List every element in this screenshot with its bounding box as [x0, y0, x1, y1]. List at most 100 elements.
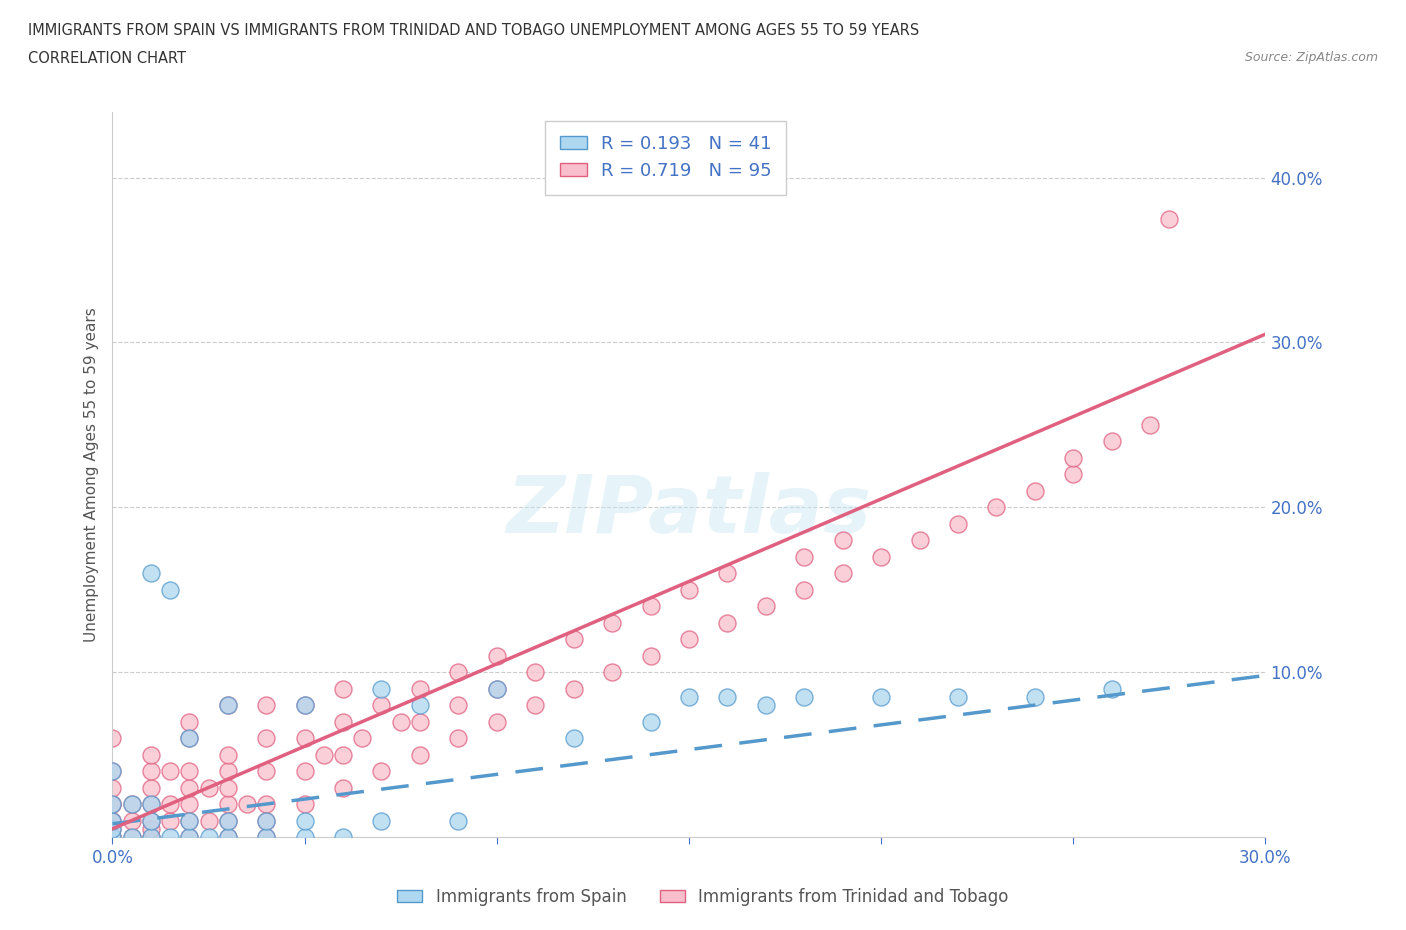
Point	[139, 764, 162, 778]
Text: IMMIGRANTS FROM SPAIN VS IMMIGRANTS FROM TRINIDAD AND TOBAGO UNEMPLOYMENT AMONG : IMMIGRANTS FROM SPAIN VS IMMIGRANTS FROM…	[28, 23, 920, 38]
Point	[179, 830, 201, 844]
Point	[217, 698, 239, 712]
Point	[793, 689, 815, 704]
Point	[294, 698, 316, 712]
Text: CORRELATION CHART: CORRELATION CHART	[28, 51, 186, 66]
Legend: Immigrants from Spain, Immigrants from Trinidad and Tobago: Immigrants from Spain, Immigrants from T…	[391, 881, 1015, 912]
Point	[101, 797, 124, 812]
Point	[159, 582, 181, 597]
Point	[101, 764, 124, 778]
Point	[370, 813, 392, 828]
Point	[447, 813, 470, 828]
Point	[121, 813, 143, 828]
Point	[524, 665, 547, 680]
Point	[101, 780, 124, 795]
Point	[640, 714, 662, 729]
Point	[908, 533, 931, 548]
Point	[101, 821, 124, 836]
Point	[197, 780, 219, 795]
Point	[159, 813, 181, 828]
Point	[447, 731, 470, 746]
Point	[946, 689, 969, 704]
Point	[1024, 689, 1046, 704]
Point	[179, 813, 201, 828]
Point	[254, 764, 277, 778]
Point	[332, 830, 354, 844]
Point	[179, 731, 201, 746]
Point	[217, 747, 239, 762]
Point	[831, 533, 853, 548]
Point	[121, 797, 143, 812]
Point	[121, 797, 143, 812]
Point	[217, 830, 239, 844]
Point	[1024, 484, 1046, 498]
Point	[217, 813, 239, 828]
Point	[332, 780, 354, 795]
Point	[197, 813, 219, 828]
Point	[179, 764, 201, 778]
Point	[179, 780, 201, 795]
Point	[101, 813, 124, 828]
Point	[139, 830, 162, 844]
Point	[332, 747, 354, 762]
Point	[1062, 467, 1084, 482]
Point	[197, 830, 219, 844]
Point	[139, 813, 162, 828]
Point	[332, 714, 354, 729]
Point	[101, 813, 124, 828]
Point	[485, 681, 508, 696]
Point	[524, 698, 547, 712]
Point	[1159, 211, 1181, 226]
Point	[217, 698, 239, 712]
Point	[139, 813, 162, 828]
Point	[562, 681, 585, 696]
Point	[1101, 681, 1123, 696]
Point	[600, 616, 623, 631]
Legend: R = 0.193   N = 41, R = 0.719   N = 95: R = 0.193 N = 41, R = 0.719 N = 95	[546, 121, 786, 194]
Point	[139, 565, 162, 580]
Point	[254, 698, 277, 712]
Point	[217, 764, 239, 778]
Point	[217, 780, 239, 795]
Point	[409, 681, 432, 696]
Y-axis label: Unemployment Among Ages 55 to 59 years: Unemployment Among Ages 55 to 59 years	[83, 307, 98, 642]
Point	[159, 764, 181, 778]
Point	[101, 821, 124, 836]
Point	[217, 830, 239, 844]
Text: Source: ZipAtlas.com: Source: ZipAtlas.com	[1244, 51, 1378, 64]
Point	[217, 813, 239, 828]
Point	[254, 813, 277, 828]
Point	[312, 747, 335, 762]
Point	[716, 689, 738, 704]
Point	[101, 764, 124, 778]
Point	[294, 764, 316, 778]
Point	[870, 550, 893, 565]
Point	[370, 764, 392, 778]
Point	[101, 830, 124, 844]
Point	[101, 797, 124, 812]
Point	[294, 731, 316, 746]
Point	[678, 689, 700, 704]
Point	[946, 516, 969, 531]
Point	[755, 698, 778, 712]
Point	[139, 821, 162, 836]
Point	[447, 698, 470, 712]
Point	[870, 689, 893, 704]
Point	[640, 648, 662, 663]
Point	[678, 582, 700, 597]
Point	[236, 797, 259, 812]
Point	[600, 665, 623, 680]
Point	[640, 599, 662, 614]
Point	[101, 797, 124, 812]
Point	[254, 830, 277, 844]
Point	[793, 582, 815, 597]
Point	[179, 731, 201, 746]
Point	[139, 830, 162, 844]
Point	[562, 731, 585, 746]
Point	[716, 565, 738, 580]
Point	[294, 698, 316, 712]
Point	[370, 681, 392, 696]
Point	[389, 714, 412, 729]
Point	[179, 813, 201, 828]
Point	[370, 698, 392, 712]
